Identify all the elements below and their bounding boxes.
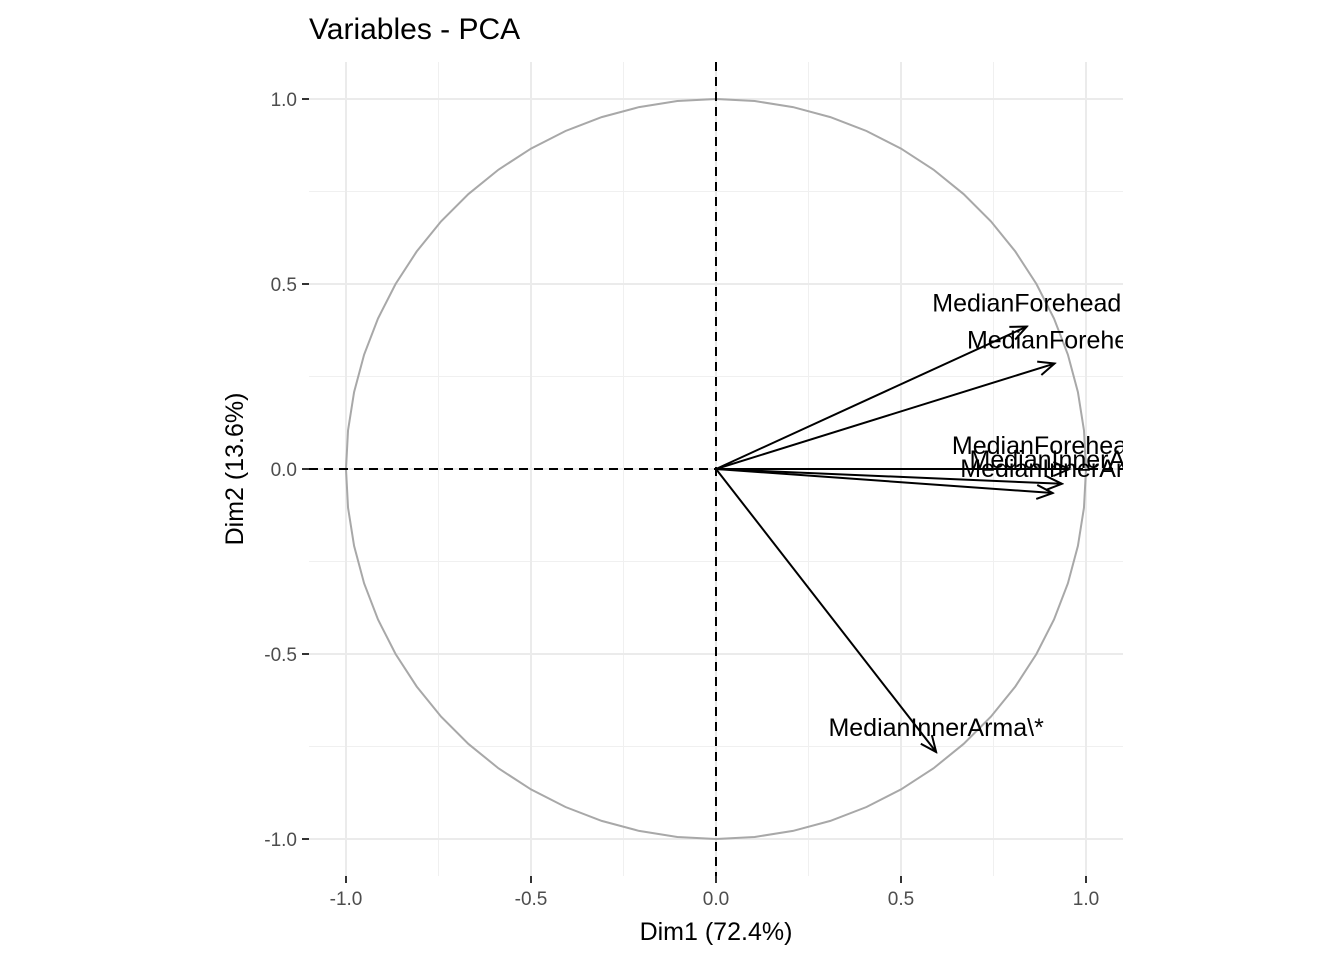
- y-tick-label: 0.5: [271, 275, 297, 296]
- variable-label: MedianForeheadArm: [952, 432, 1187, 460]
- x-tick-label: 0.0: [703, 889, 729, 910]
- variable-label: MedianForehead: [932, 290, 1121, 318]
- x-axis-title: Dim1 (72.4%): [640, 918, 793, 946]
- variable-label: MedianInnerArm: [960, 455, 1145, 483]
- variable-label: MedianInnerArm: [970, 446, 1155, 474]
- variable-arrow: [715, 468, 1053, 493]
- variable-arrow: [715, 468, 1062, 484]
- x-tick-label: 1.0: [1073, 889, 1099, 910]
- variable-label: MedianInnerArma\*: [828, 714, 1044, 742]
- chart-title: Variables - PCA: [309, 13, 520, 46]
- y-axis-title: Dim2 (13.6%): [221, 393, 249, 546]
- x-tick-label: 0.5: [888, 889, 914, 910]
- variable-arrow: [715, 468, 936, 752]
- variable-label: MedianForehea: [967, 327, 1142, 355]
- y-tick-label: -0.5: [264, 645, 297, 666]
- x-tick-label: -0.5: [515, 889, 548, 910]
- variable-labels: MedianForehead MedianForehea MedianForehea…: [828, 290, 1187, 743]
- variable-arrow: [715, 327, 1027, 470]
- x-tick-label: -1.0: [330, 889, 363, 910]
- variable-arrows: [715, 327, 1069, 753]
- y-axis-ticks: 1.0 0.5 0.0 -0.5 -1.0: [264, 90, 309, 851]
- y-tick-label: 0.0: [271, 460, 297, 481]
- variable-arrow: [715, 364, 1055, 470]
- x-axis-ticks: -1.0 -0.5 0.0 0.5 1.0: [330, 876, 1099, 910]
- y-tick-label: -1.0: [264, 830, 297, 851]
- y-tick-label: 1.0: [271, 90, 297, 111]
